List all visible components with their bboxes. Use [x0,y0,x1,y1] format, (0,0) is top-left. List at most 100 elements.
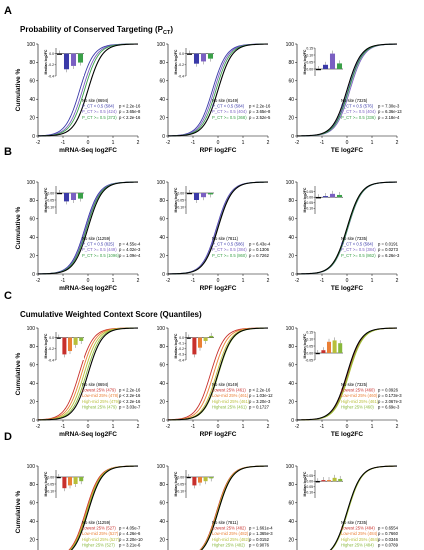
inset-bar [200,53,207,62]
legend-p-value: p = 1.03e-12 [249,393,273,398]
x-tick-label: 1 [112,424,115,430]
y-tick-label: 40 [29,381,35,387]
legend-entry: P_CT >= 0.5 (368) [212,115,247,120]
inset-bar [70,193,77,200]
y-tick-label: 60 [159,217,165,223]
legend-entry: P_CT >= 0.5 (373) [82,115,117,120]
legend-p-value: p = 3.20e-3 [249,399,271,404]
y-tick-label: 40 [29,97,35,103]
y-tick-label: 100 [157,180,166,186]
x-tick-label: 0 [217,278,220,284]
inset-y-label: Median log2FC [303,471,307,496]
inset-bar [336,63,343,69]
legend-entry: P_CT >= 0.5 (384) [212,247,247,252]
inset-y-label: Median log2FC [174,187,178,212]
x-tick-label: 2 [137,140,140,146]
legend: No site (11259)P_CT < 0.5 (825) p = 4.55e… [82,236,141,258]
inset-bar [56,193,63,195]
inset-bar [197,477,203,483]
panel-a-1: Cumulative % 0 20 40 60 80 100 -2 -1 0 1 2 mRNA-Seq … [15,42,141,154]
y-tick-label: 20 [29,399,35,405]
y-tick-label: 80 [159,482,165,488]
x-tick-label: -2 [36,424,41,430]
y-tick-label: 40 [288,381,294,387]
section-title: Cumulative Weighted Context Score (Quant… [20,310,202,319]
cdf-line [296,181,398,275]
inset-bar [77,193,84,199]
inset-y-tick-label: 0.05 [306,474,313,478]
y-tick-label: 20 [159,253,165,259]
inset-bg [56,186,84,214]
inset-bar [315,481,320,483]
y-axis-label: Cumulative % [15,68,22,111]
legend-entry: P_CT < 0.5 (584) [341,242,374,247]
inset-y-tick-label: 0.00 [177,475,184,479]
inset-bar [315,69,322,71]
inset-bar [332,340,337,353]
inset-y-tick-label: 0.05 [306,344,313,348]
section-letter: A [4,5,12,17]
legend-entry: Higher 25% (460) [341,404,374,409]
legend-p-value: p = 0.1306 [249,247,270,252]
panel-b-3: 0 20 40 60 80 100 -2 -1 0 1 2 TE log2FC Median log2F… [286,180,400,292]
inset-y-label: Median log2FC [174,471,178,496]
panel-b-1: Cumulative % 0 20 40 60 80 100 -2 -1 0 1 2 mRNA-Seq … [15,180,141,292]
inset-y-tick-label: 0.10 [306,53,313,57]
x-tick-label: -1 [320,140,325,146]
inset-bar [203,337,208,341]
x-tick-label: -1 [191,424,196,430]
inset-bar [79,337,84,341]
cdf-line [37,181,139,275]
inset-bg [186,186,214,214]
legend-p-value: p < 2.2e-16 [249,388,271,393]
legend-p-value: p = 7.30e-3 [378,104,400,109]
y-tick-label: 60 [159,363,165,369]
inset-y-tick-label: -0.10 [46,205,54,209]
legend: No site (11259)Lowest 25% (527) p = 4.05e… [82,520,143,547]
inset-bar [329,193,336,198]
inset-bar [200,193,207,198]
x-tick-label: 2 [267,424,270,430]
y-tick-label: 100 [157,464,166,470]
y-tick-label: 20 [288,399,294,405]
legend: No site (7811)Lowest 25% (482) p = 1.661e… [212,520,273,547]
inset-y-tick-label: -0.2 [48,63,54,67]
inset-y-tick-label: 0.00 [306,67,313,71]
cdf-line [296,43,398,137]
cdf-line [167,181,269,275]
y-tick-label: 100 [27,464,36,470]
legend-p-value: p = 6.36e-13 [378,109,402,114]
inset-bar [209,335,214,338]
inset-y-tick-label: -0.10 [176,489,184,493]
legend-entry: No site (8694) [82,98,109,103]
y-axis-label: Cumulative % [15,490,22,533]
inset-y-label: Median log2FC [303,333,307,358]
inset-y-tick-label: -0.4 [178,358,184,362]
y-tick-label: 0 [162,418,165,424]
legend-entry: Highest 25% (461) [212,404,247,409]
legend-p-value: p = 6.69e-3 [378,404,400,409]
x-tick-label: 1 [112,140,115,146]
inset-y-tick-label: -0.2 [48,347,54,351]
inset-y-tick-label: -0.4 [178,74,184,78]
inset-bg [315,48,343,76]
legend-entry: High-mid 25% (479) [82,399,120,404]
x-tick-label: 0 [87,424,90,430]
inset-y-label: Median log2FC [44,333,48,358]
x-axis-label: RPF log2FC [200,431,237,438]
legend-p-value: p = 4.02e-3 [119,247,141,252]
inset-bar [197,337,203,348]
x-tick-label: 2 [137,278,140,284]
inset-bar-chart: Median log2FC 0.0 -0.2 -0.4 [44,48,84,78]
y-tick-label: 40 [29,235,35,241]
inset-y-tick-label: 0.00 [47,191,54,195]
legend-p-value: p < 2.2e-16 [119,104,141,109]
legend-entry: Low-mid 25% (478) [82,393,119,398]
y-tick-label: 20 [29,537,35,543]
y-tick-label: 20 [159,399,165,405]
y-tick-label: 80 [288,198,294,204]
inset-y-tick-label: 0.0 [49,336,54,340]
inset-y-tick-label: 0.05 [306,60,313,64]
